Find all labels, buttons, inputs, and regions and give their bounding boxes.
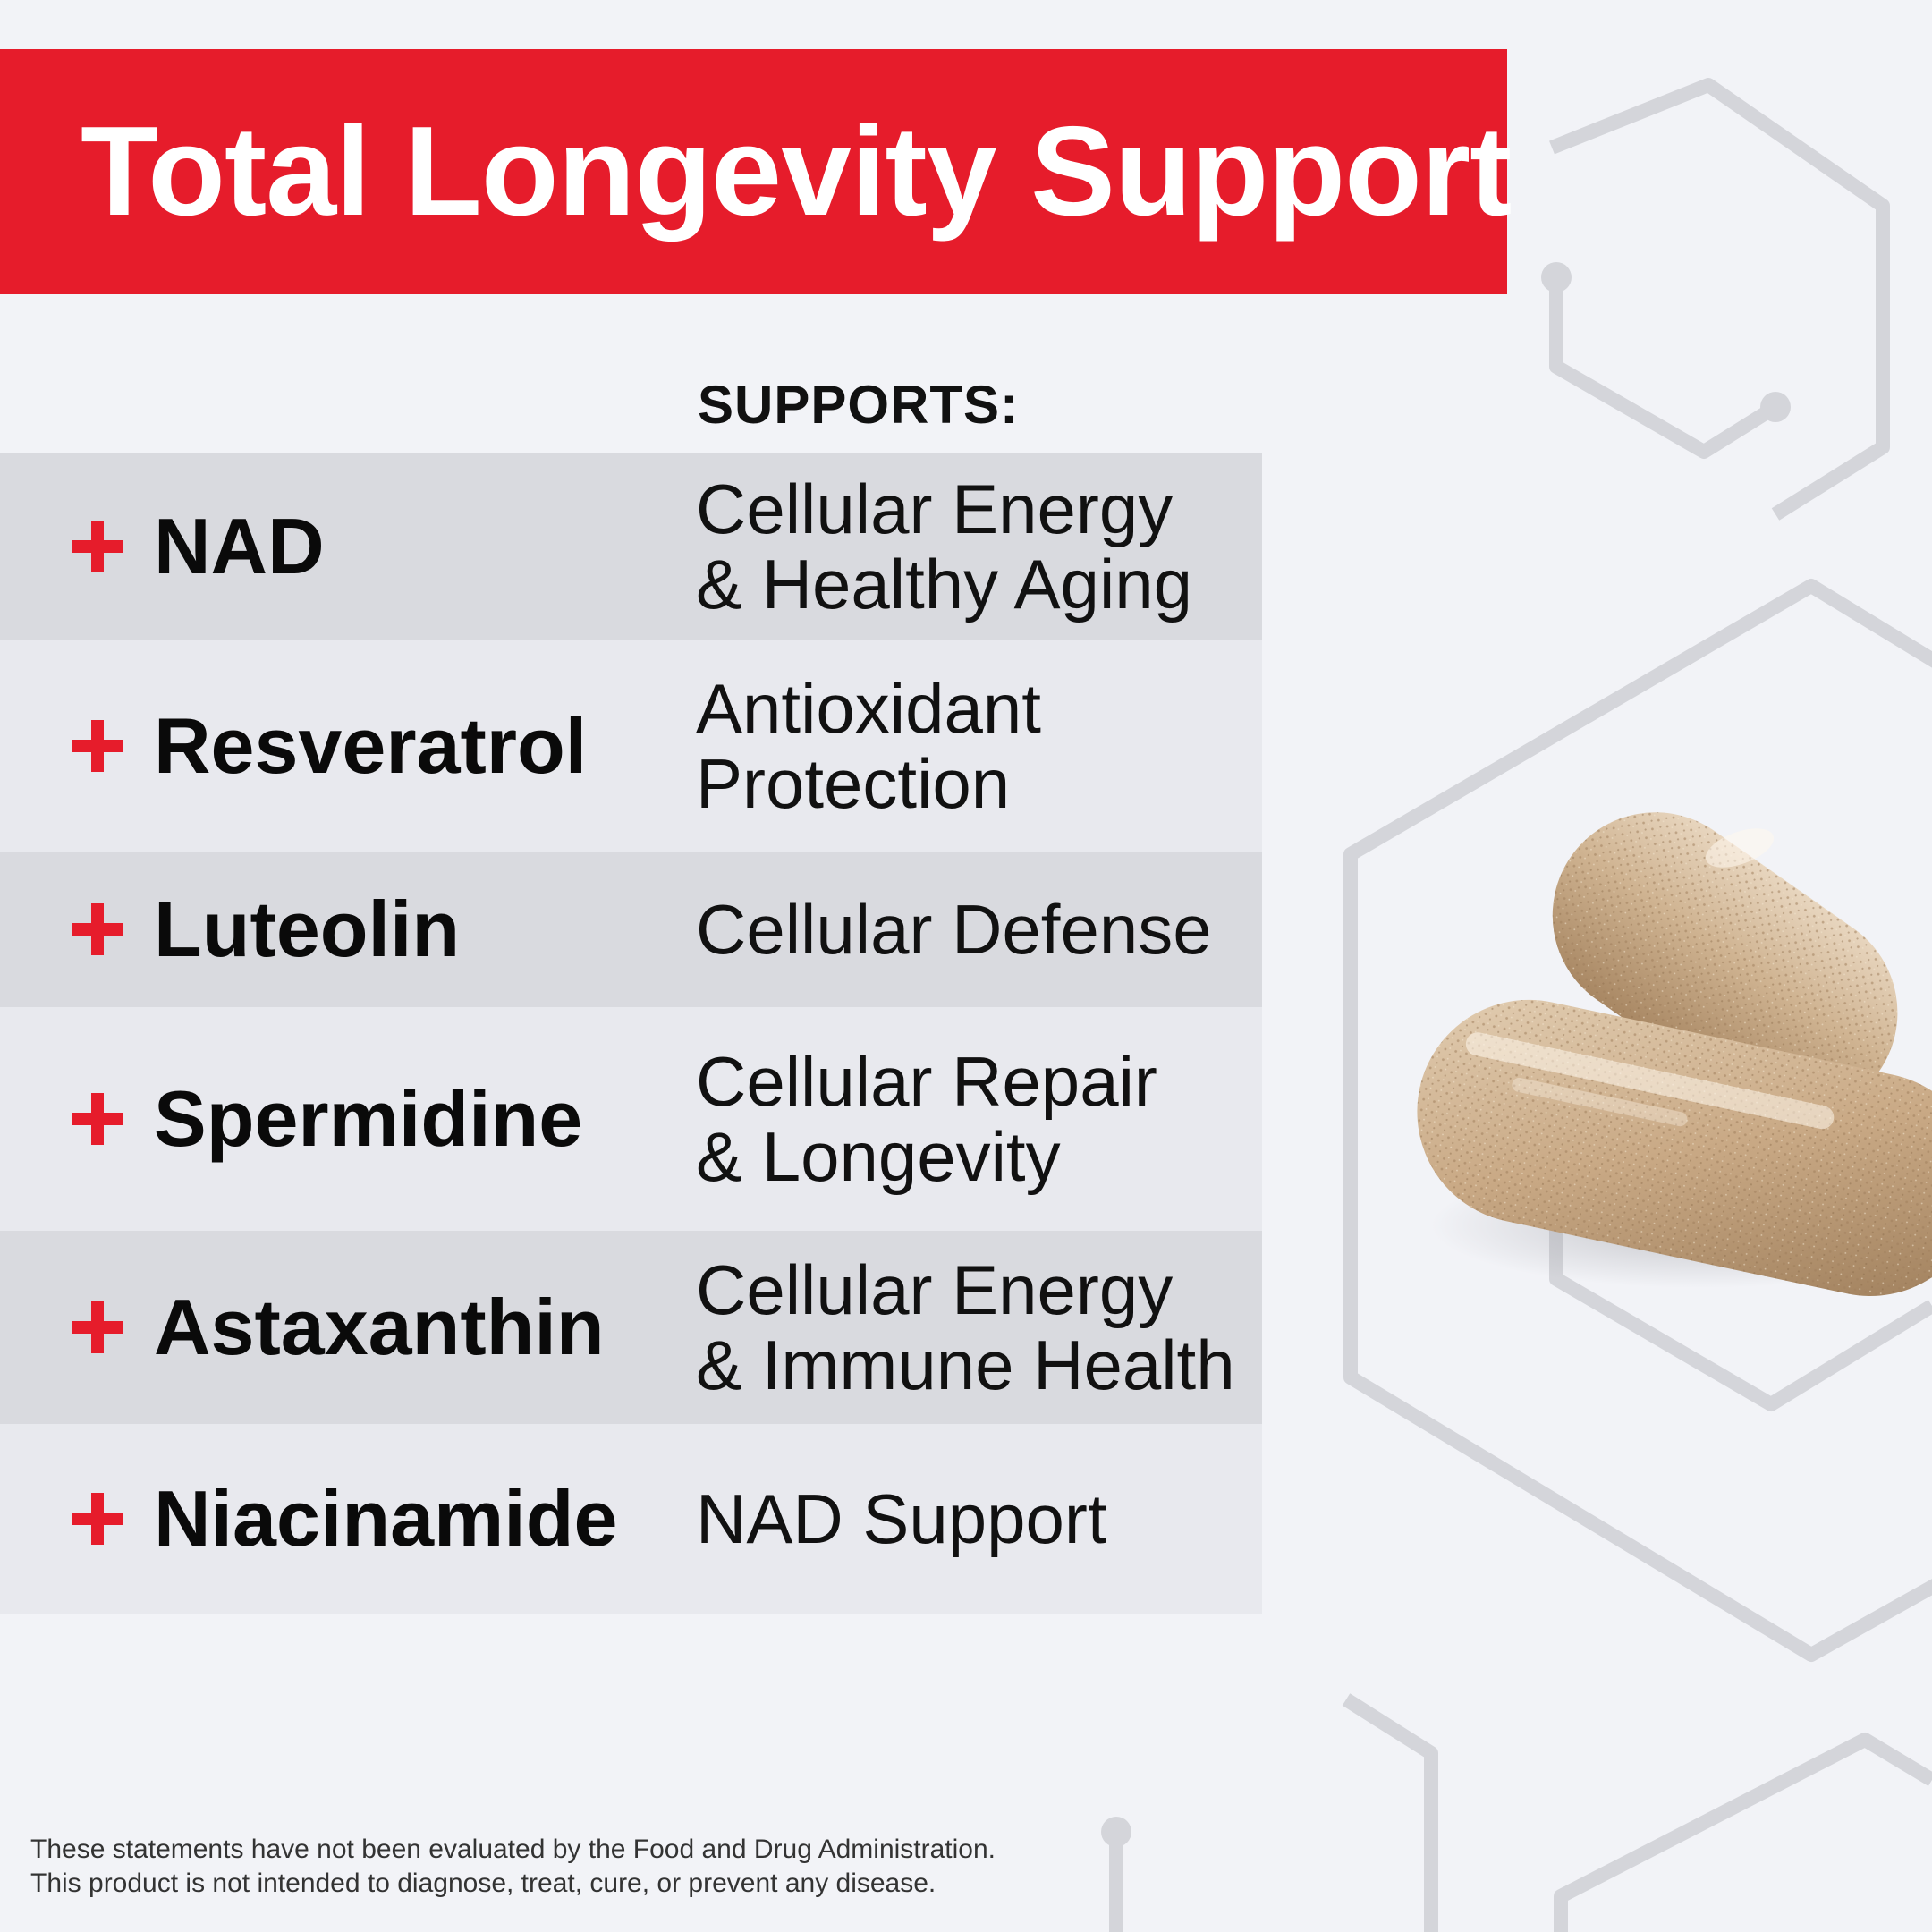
support-text: Cellular Defense — [696, 890, 1212, 969]
ingredient-name: Niacinamide — [154, 1474, 618, 1563]
table-row: Spermidine Cellular Repair & Longevity — [0, 1007, 1262, 1231]
page-title: Total Longevity Support — [80, 100, 1512, 242]
ingredient-name: Luteolin — [154, 885, 461, 973]
plus-icon — [72, 720, 123, 772]
plus-icon — [72, 1093, 123, 1145]
ingredient-name: Spermidine — [154, 1074, 583, 1163]
table-row: Astaxanthin Cellular Energy & Immune Hea… — [0, 1231, 1262, 1424]
ingredient-cell: Niacinamide — [72, 1424, 617, 1614]
plus-icon — [72, 1301, 123, 1353]
disclaimer-line: These statements have not been evaluated… — [30, 1835, 996, 1864]
support-text: Cellular Repair & Longevity — [696, 1042, 1157, 1196]
support-cell: Cellular Repair & Longevity — [696, 1007, 1253, 1231]
plus-icon — [72, 903, 123, 955]
title-banner: Total Longevity Support — [0, 49, 1512, 294]
supports-heading: SUPPORTS: — [698, 375, 1020, 435]
support-cell: Antioxidant Protection — [696, 640, 1253, 852]
plus-icon — [72, 521, 123, 572]
ingredient-name: NAD — [154, 502, 325, 590]
ingredient-cell: Spermidine — [72, 1007, 582, 1231]
support-cell: Cellular Defense — [696, 852, 1253, 1007]
table-row: Niacinamide NAD Support — [0, 1424, 1262, 1614]
support-cell: Cellular Energy & Immune Health — [696, 1231, 1253, 1424]
ingredient-name: Astaxanthin — [154, 1283, 605, 1371]
support-text: NAD Support — [696, 1479, 1107, 1558]
ingredient-cell: Luteolin — [72, 852, 460, 1007]
table-row: Resveratrol Antioxidant Protection — [0, 640, 1262, 852]
ingredient-table: NAD Cellular Energy & Healthy Aging Resv… — [0, 453, 1262, 1614]
table-row: Luteolin Cellular Defense — [0, 852, 1262, 1007]
table-row: NAD Cellular Energy & Healthy Aging — [0, 453, 1262, 640]
fda-disclaimer: These statements have not been evaluated… — [30, 1833, 996, 1901]
ingredient-cell: Astaxanthin — [72, 1231, 605, 1424]
support-text: Antioxidant Protection — [696, 669, 1041, 823]
ingredient-name: Resveratrol — [154, 701, 588, 790]
plus-icon — [72, 1493, 123, 1545]
disclaimer-line: This product is not intended to diagnose… — [30, 1868, 936, 1898]
support-cell: Cellular Energy & Healthy Aging — [696, 453, 1253, 640]
support-text: Cellular Energy & Healthy Aging — [696, 470, 1193, 623]
ingredient-cell: NAD — [72, 453, 325, 640]
ingredient-cell: Resveratrol — [72, 640, 587, 852]
support-text: Cellular Energy & Immune Health — [696, 1250, 1235, 1404]
capsule-image — [1417, 812, 1932, 1296]
support-cell: NAD Support — [696, 1424, 1253, 1614]
